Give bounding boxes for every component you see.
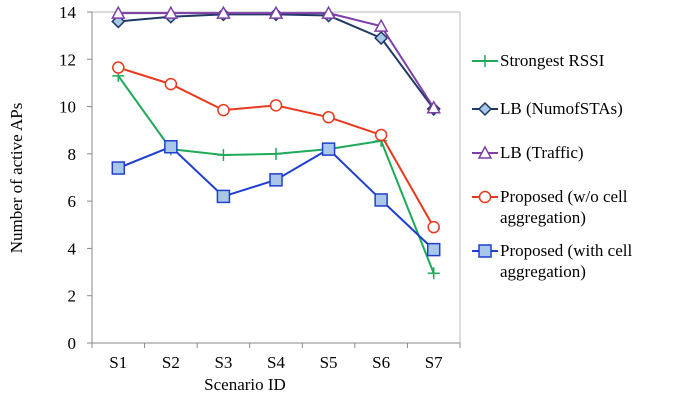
x-tick-label: S5 [320,353,338,372]
marker [216,5,231,19]
legend-item: Proposed (with cell aggregation) [470,240,640,282]
x-tick-label: S6 [372,353,390,372]
marker [217,149,230,162]
y-tick-label: 6 [68,192,77,211]
legend-item: LB (NumofSTAs) [470,98,640,120]
x-tick-label: S4 [267,353,285,372]
marker [426,242,441,257]
legend-key [472,145,498,159]
legend-label: Proposed (with cell aggregation) [500,241,633,281]
legend-label: LB (NumofSTAs) [500,99,623,118]
marker [427,220,440,234]
x-tick-label: S3 [214,353,232,372]
x-tick-label: S7 [425,353,443,372]
y-tick-label: 4 [68,239,77,258]
marker [216,189,231,204]
marker [321,142,336,156]
legend-label: Proposed (w/o cell aggregation) [500,187,628,227]
legend-item: LB (Traffic) [470,142,640,164]
x-axis-label: Scenario ID [204,375,286,394]
legend-item: Strongest RSSI [470,50,640,72]
marker [374,193,388,207]
marker [217,103,230,117]
marker [269,173,283,187]
x-tick-label: S2 [162,353,180,372]
marker [373,18,389,32]
legend-key [472,101,498,117]
marker [374,30,389,46]
legend-key [472,190,498,204]
marker [321,5,336,19]
marker [164,140,178,154]
marker [268,5,284,19]
legend-item: Proposed (w/o cell aggregation) [470,186,640,228]
y-tick-label: 10 [59,98,76,117]
marker [477,145,493,159]
y-axis-label: Number of active APs [7,103,26,254]
marker [269,99,283,112]
marker [112,61,125,74]
marker [478,190,492,204]
marker [426,100,441,114]
legend-key [472,55,498,67]
y-tick-label: 14 [59,3,77,22]
legend-label: Strongest RSSI [500,51,605,70]
marker [427,267,440,280]
marker [111,161,126,175]
marker [111,5,126,19]
x-tick-label: S1 [109,353,127,372]
marker [374,128,388,142]
series-line [118,12,435,109]
marker [270,147,282,160]
marker [478,244,492,258]
y-tick-label: 0 [68,334,77,353]
y-tick-label: 8 [68,145,77,164]
legend-key [472,244,498,258]
marker [477,101,493,117]
marker [322,110,335,124]
y-tick-label: 2 [68,287,77,306]
y-tick-label: 12 [59,50,76,69]
legend-label: LB (Traffic) [500,143,584,162]
marker [163,5,179,19]
marker [164,77,178,91]
marker [479,55,491,67]
